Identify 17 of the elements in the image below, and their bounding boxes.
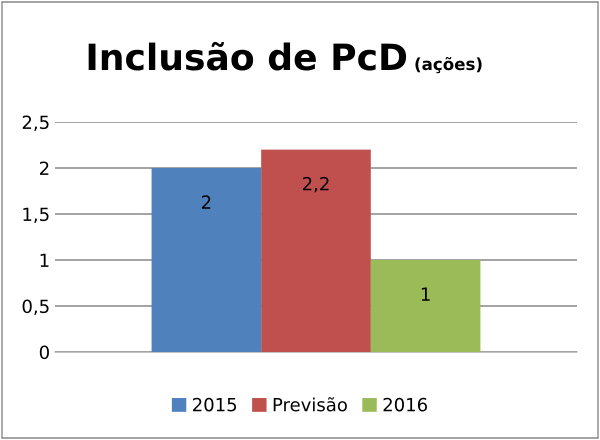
y-tick-label: 0,5 xyxy=(22,299,49,315)
data-label: 2 xyxy=(202,195,210,209)
data-label: 2,2 xyxy=(302,176,329,192)
legend-label: 2016 xyxy=(384,398,428,412)
data-label: 1 xyxy=(422,288,430,301)
bar xyxy=(261,150,371,352)
chart-title: Inclusão de PcD xyxy=(88,42,406,71)
bar xyxy=(370,260,480,352)
y-tick-label: 1 xyxy=(40,254,48,267)
y-tick-label: 2 xyxy=(40,161,48,175)
chart-subtitle: (ações) xyxy=(415,57,482,74)
bar xyxy=(152,168,262,352)
legend-label: Previsão xyxy=(274,397,347,412)
y-tick-label: 0 xyxy=(40,345,49,360)
y-tick-label: 2,5 xyxy=(22,115,49,131)
legend-label: 2015 xyxy=(193,398,236,412)
y-tick-label: 1,5 xyxy=(23,208,49,223)
